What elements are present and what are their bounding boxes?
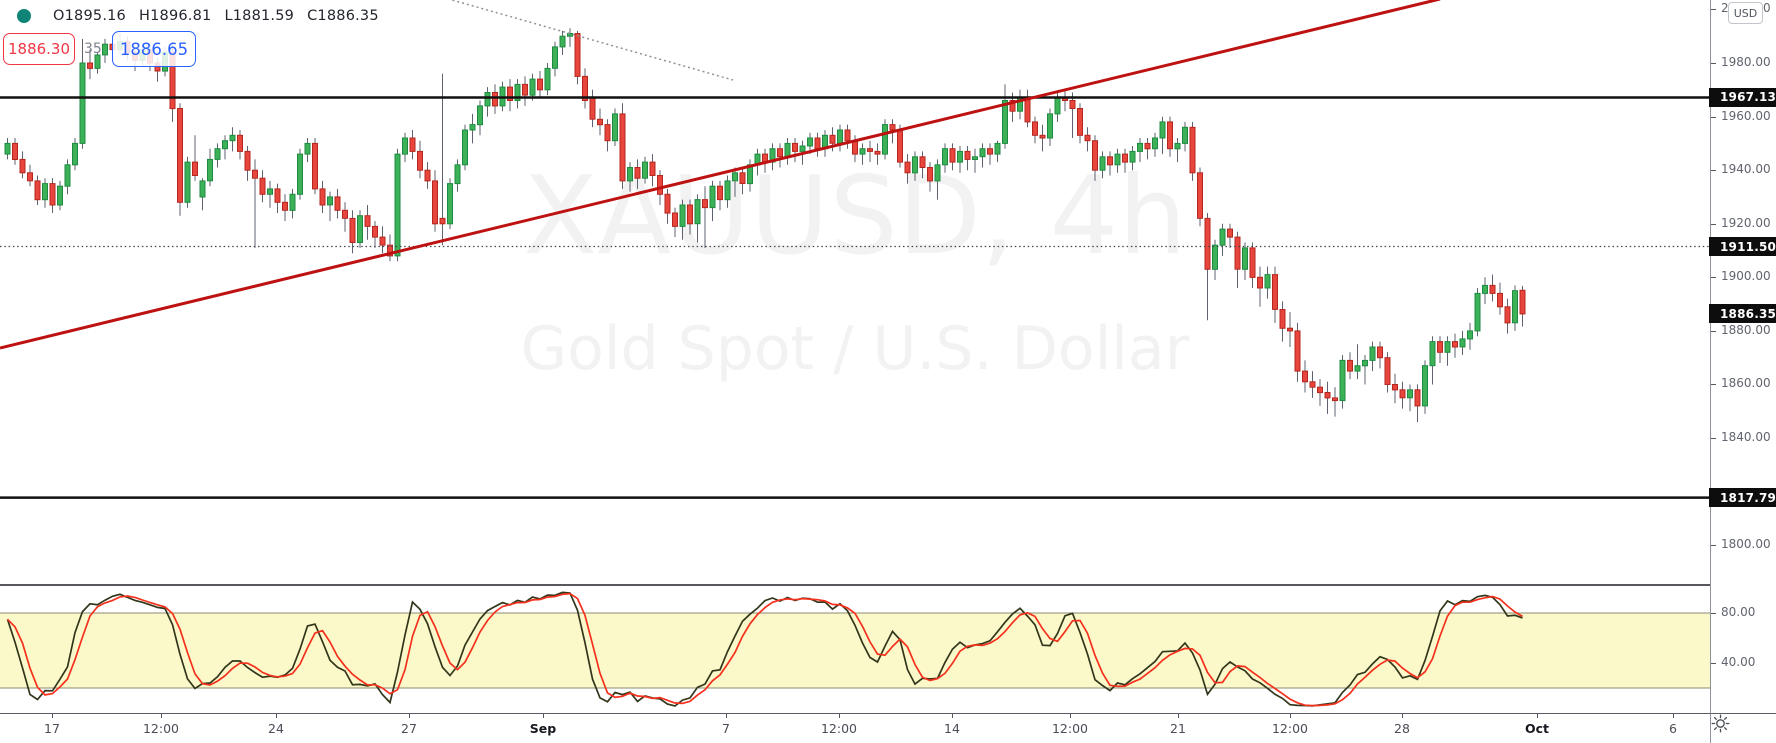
price-tick-label: 1880.00 [1721,322,1771,337]
price-tick-mark [1711,330,1716,332]
time-tick-label: 12:00 [142,721,180,736]
stochastic-indicator-pane[interactable] [0,585,1710,713]
legend-open-value: O1895.16 [53,8,126,24]
time-tick-mark [161,714,162,718]
time-tick-label: 14 [944,721,960,736]
price-tick-mark [1711,170,1716,172]
price-tick-label: 1940.00 [1721,162,1771,177]
price-chart-pane[interactable]: XAUUSD, 4h Gold Spot / U.S. Dollar [0,0,1710,585]
time-tick-label: 12:00 [1051,721,1089,736]
buy-ask-price-button[interactable]: 1886.65 [112,31,196,67]
time-tick-mark [1070,714,1071,718]
time-tick-label: 12:00 [1271,721,1309,736]
time-tick-label: Sep [529,721,557,736]
time-tick-mark [52,714,53,718]
price-level-label: 1886.35 [1709,304,1776,324]
candlestick-plot[interactable] [0,0,1710,585]
time-tick-mark [409,714,410,718]
currency-unit-button[interactable]: USD [1728,2,1763,24]
price-level-label: 1911.50 [1709,237,1776,256]
stochastic-plot[interactable] [0,585,1710,713]
price-tick-mark [1711,277,1716,279]
price-tick-label: 1960.00 [1721,108,1771,123]
time-tick-label: 7 [722,721,730,736]
time-tick-mark [1290,714,1291,718]
axis-corner-cell[interactable] [1710,713,1776,743]
price-tick-mark [1711,63,1716,64]
time-tick-mark [1537,714,1538,718]
time-tick-mark [952,714,953,718]
price-tick-label: 1920.00 [1721,215,1771,230]
legend-close-value: C1886.35 [307,8,379,24]
time-tick-label: 17 [44,721,60,736]
price-tick-mark [1711,223,1716,225]
occluded-price-label: 35 [84,41,102,57]
time-tick-mark [543,714,544,718]
time-tick-mark [1402,714,1403,718]
price-axis[interactable]: 2000.001980.001960.001940.001920.001900.… [1709,0,1776,742]
time-tick-label: 21 [1170,721,1186,736]
time-tick-label: 28 [1394,721,1410,736]
time-tick-mark [726,714,727,718]
time-tick-mark [1178,714,1179,718]
price-tick-label: 1980.00 [1721,55,1771,69]
price-level-label: 1967.13 [1709,87,1776,107]
time-tick-mark [839,714,840,718]
indicator-tick-mark [1711,663,1716,664]
legend-high-value: H1896.81 [138,8,212,24]
price-level-label: 1817.79 [1709,488,1776,508]
time-tick-mark [276,714,277,718]
legend-low-value: L1881.59 [224,8,295,24]
indicator-tick-label: 80.00 [1721,605,1756,619]
price-tick-label: 1800.00 [1721,537,1771,552]
indicator-tick-mark [1711,613,1716,614]
price-tick-label: 1840.00 [1721,430,1771,445]
time-tick-label: 6 [1669,721,1677,736]
time-tick-label: Oct [1524,721,1550,736]
time-tick-label: 27 [401,721,417,736]
pane-separator[interactable] [0,584,1710,586]
price-tick-mark [1711,545,1716,547]
price-tick-label: 1900.00 [1721,269,1771,284]
time-tick-mark [1673,714,1674,718]
price-tick-mark [1711,384,1716,386]
price-tick-label: 1860.00 [1721,376,1771,391]
sun-settings-icon[interactable] [1711,714,1730,733]
price-tick-mark [1711,116,1716,118]
series-marker-icon [17,9,31,23]
time-tick-label: 24 [268,721,284,736]
sell-bid-price-button[interactable]: 1886.30 [3,33,75,65]
time-tick-label: 12:00 [820,721,858,736]
indicator-tick-label: 40.00 [1721,655,1756,669]
ohlc-legend[interactable]: O1895.16 H1896.81 L1881.59 C1886.35 [17,6,392,26]
price-tick-mark [1711,438,1716,440]
time-axis[interactable]: 17 12:00 24 27 Sep 7 12:00 14 12:00 21 12:00 28 Oct 6 [0,713,1710,743]
price-tick-mark [1711,9,1716,11]
